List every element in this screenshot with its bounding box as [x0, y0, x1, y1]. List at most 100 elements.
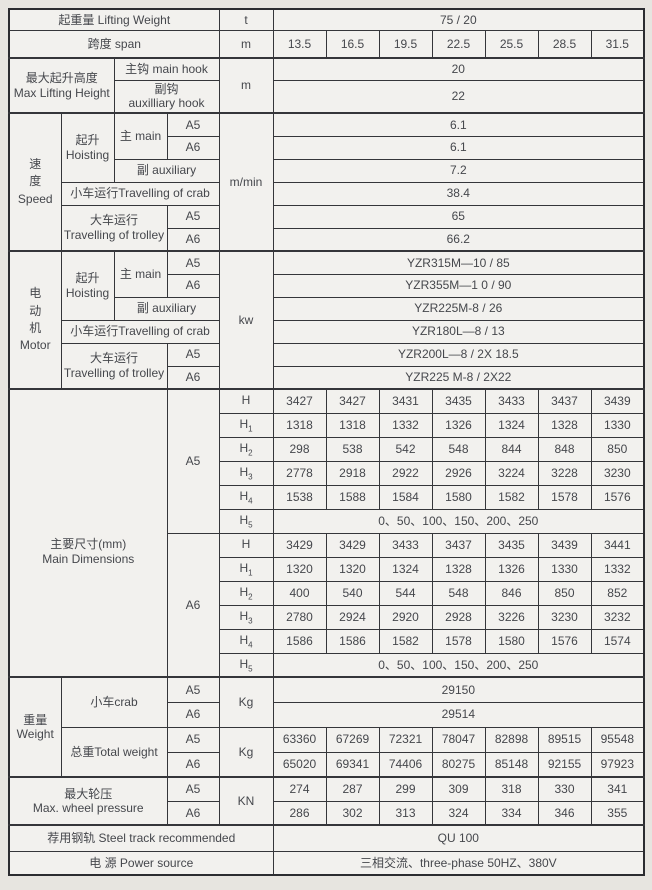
value-cell: 16.5 — [325, 29, 380, 59]
value-cell: 844 — [484, 436, 539, 462]
value-cell: 540 — [325, 580, 380, 606]
value-cell: 313 — [378, 800, 433, 826]
speed-aux-value: 7.2 — [272, 158, 645, 183]
motor-trolley-a5-class: A5 — [166, 342, 220, 367]
value-cell: 3433 — [378, 532, 433, 558]
value-cell: 1324 — [484, 412, 539, 438]
value-cell: 1586 — [272, 628, 327, 654]
motor-main-a5-class: A5 — [166, 250, 220, 275]
value-cell: 72321 — [378, 726, 433, 753]
value-cell: 1332 — [590, 556, 645, 582]
weight-label-en: Weight — [16, 727, 54, 741]
weight-crab-label: 小车crab — [60, 676, 168, 728]
dim-row-label: H — [218, 532, 274, 558]
motor-aux-value: YZR225M-8 / 26 — [272, 296, 645, 321]
value-cell: 2922 — [378, 460, 433, 486]
value-cell: 1326 — [484, 556, 539, 582]
motor-hoisting-en: Hoisting — [65, 285, 110, 300]
value-cell: 3429 — [325, 532, 380, 558]
value-cell: 1578 — [431, 628, 486, 654]
value-cell: 92155 — [537, 751, 592, 778]
speed-trolley-label: 大车运行 Travelling of trolley — [60, 204, 168, 252]
value-cell: 1332 — [378, 412, 433, 438]
value-cell: 548 — [431, 580, 486, 606]
value-cell: 3429 — [272, 532, 327, 558]
value-cell: 1326 — [431, 412, 486, 438]
aux-hook-label: 副钩 auxilliary hook — [113, 79, 220, 114]
value-cell: 28.5 — [537, 29, 592, 59]
value-cell: 25.5 — [484, 29, 539, 59]
value-cell: 3439 — [537, 532, 592, 558]
value-cell: 334 — [484, 800, 539, 826]
wheel-pressure-zh: 最大轮压 — [64, 786, 113, 801]
value-cell: 69341 — [325, 751, 380, 778]
value-cell: 852 — [590, 580, 645, 606]
speed-hoisting-en: Hoisting — [65, 147, 110, 162]
value-cell: 2918 — [325, 460, 380, 486]
value-cell: 3230 — [590, 460, 645, 486]
dim-row-label: H4 — [218, 628, 274, 654]
value-cell: 78047 — [431, 726, 486, 753]
value-cell: 3435 — [431, 388, 486, 414]
value-cell: 80275 — [431, 751, 486, 778]
speed-main-a6-class: A6 — [166, 135, 220, 160]
value-cell: 544 — [378, 580, 433, 606]
dim-row-label: H2 — [218, 436, 274, 462]
value-cell: 3437 — [431, 532, 486, 558]
speed-trolley-a6-class: A6 — [166, 227, 220, 252]
value-cell: 298 — [272, 436, 327, 462]
max-lifting-height-label-zh: 最大起升高度 — [25, 71, 98, 86]
motor-hoisting-zh: 起升 — [75, 271, 100, 286]
speed-main-a6-value: 6.1 — [272, 135, 645, 160]
weight-total-unit: Kg — [218, 726, 274, 778]
value-cell: 3437 — [537, 388, 592, 414]
speed-aux-label: 副 auxiliary — [113, 158, 220, 183]
weight-crab-unit: Kg — [218, 676, 274, 728]
motor-unit: kw — [218, 250, 274, 390]
value-cell: 1580 — [484, 628, 539, 654]
dim-a5-h5-value: 0、50、100、150、200、250 — [272, 508, 645, 534]
motor-aux-label: 副 auxiliary — [113, 296, 220, 321]
speed-trolley-en: Travelling of trolley — [63, 227, 165, 242]
aux-hook-label-zh: 副钩 — [154, 81, 179, 96]
value-cell: 3226 — [484, 604, 539, 630]
speed-hoisting-zh: 起升 — [75, 133, 100, 148]
motor-trolley-label: 大车运行 Travelling of trolley — [60, 342, 168, 390]
speed-trolley-a5-class: A5 — [166, 204, 220, 229]
motor-trolley-en: Travelling of trolley — [63, 365, 165, 380]
speed-label-zh2: 度 — [29, 174, 42, 189]
power-source-value: 三相交流、three-phase 50HZ、380V — [272, 850, 645, 876]
value-cell: 2928 — [431, 604, 486, 630]
motor-label-zh3: 机 — [29, 321, 42, 335]
value-cell: 1318 — [272, 412, 327, 438]
value-cell: 74406 — [378, 751, 433, 778]
value-cell: 1538 — [272, 484, 327, 510]
value-cell: 1574 — [590, 628, 645, 654]
speed-label-zh1: 速 — [29, 156, 42, 171]
value-cell: 1580 — [431, 484, 486, 510]
value-cell: 3433 — [484, 388, 539, 414]
motor-label-en: Motor — [19, 338, 51, 353]
speed-main-a5-class: A5 — [166, 112, 220, 137]
speed-crab-value: 38.4 — [272, 181, 645, 206]
value-cell: 1318 — [325, 412, 380, 438]
motor-main-a6-value: YZR355M—1 0 / 90 — [272, 273, 645, 298]
value-cell: 1320 — [325, 556, 380, 582]
wheel-pressure-a6-class: A6 — [166, 800, 220, 826]
value-cell: 3230 — [537, 604, 592, 630]
value-cell: 318 — [484, 776, 539, 802]
value-cell: 846 — [484, 580, 539, 606]
value-cell: 2924 — [325, 604, 380, 630]
value-cell: 3435 — [484, 532, 539, 558]
value-cell: 1578 — [537, 484, 592, 510]
value-cell: 2778 — [272, 460, 327, 486]
wheel-pressure-unit: KN — [218, 776, 274, 826]
weight-label-zh: 重量 — [23, 712, 48, 727]
dimensions-a6-class: A6 — [166, 532, 220, 678]
value-cell: 330 — [537, 776, 592, 802]
value-cell: 538 — [325, 436, 380, 462]
weight-crab-a6-value: 29514 — [272, 701, 645, 728]
value-cell: 67269 — [325, 726, 380, 753]
value-cell: 1328 — [431, 556, 486, 582]
value-cell: 302 — [325, 800, 380, 826]
